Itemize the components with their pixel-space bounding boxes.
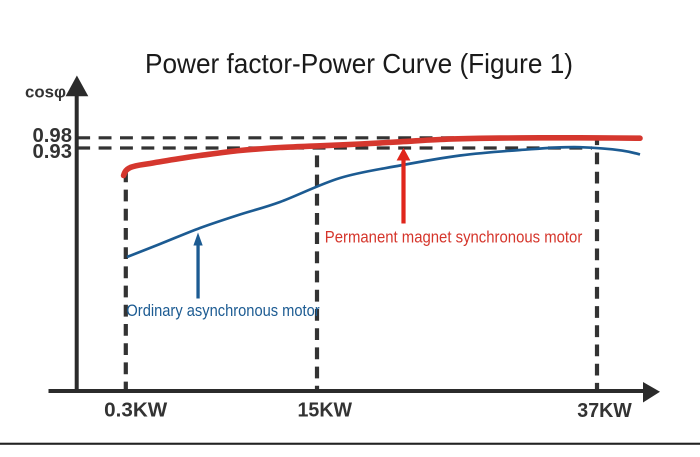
svg-text:15KW: 15KW	[298, 400, 353, 422]
svg-text:Ordinary asynchronous motor: Ordinary asynchronous motor	[126, 301, 320, 320]
svg-text:0.98: 0.98	[33, 125, 73, 147]
svg-text:0.93: 0.93	[33, 141, 73, 163]
svg-text:Permanent magnet synchronous m: Permanent magnet synchronous motor	[325, 227, 583, 246]
svg-text:37KW: 37KW	[577, 400, 632, 422]
svg-text:0.3KW: 0.3KW	[104, 400, 167, 422]
svg-text:Power factor-Power Curve (Figu: Power factor-Power Curve (Figure 1)	[145, 48, 573, 79]
svg-text:cosφ: cosφ	[25, 83, 66, 102]
